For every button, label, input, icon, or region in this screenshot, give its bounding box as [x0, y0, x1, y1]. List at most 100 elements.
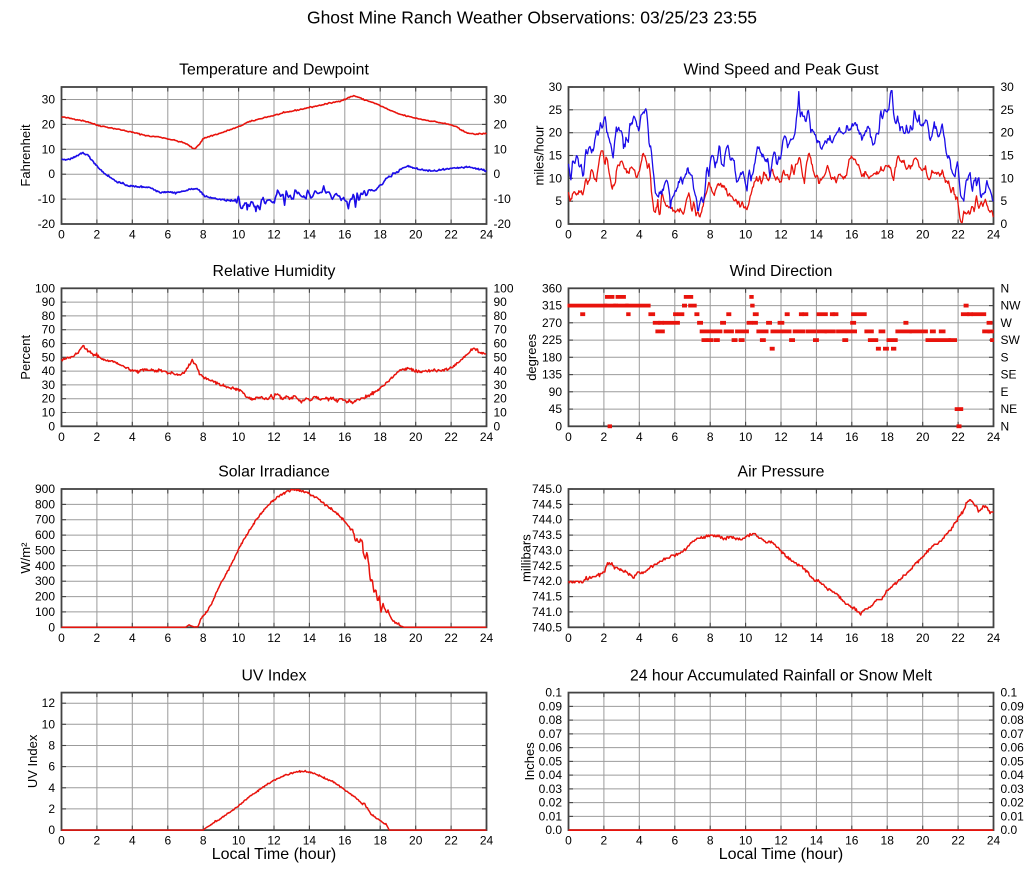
svg-text:135: 135 [542, 368, 562, 382]
svg-text:12: 12 [774, 834, 788, 848]
svg-text:Relative Humidity: Relative Humidity [213, 263, 336, 280]
svg-text:2: 2 [94, 834, 101, 848]
svg-text:16: 16 [338, 834, 352, 848]
svg-text:0.07: 0.07 [1001, 727, 1025, 741]
svg-text:20: 20 [916, 834, 930, 848]
svg-text:60: 60 [494, 337, 508, 351]
svg-text:12: 12 [774, 430, 788, 444]
svg-text:100: 100 [35, 281, 55, 295]
svg-text:22: 22 [444, 430, 458, 444]
svg-text:4: 4 [636, 430, 643, 444]
svg-text:8: 8 [707, 228, 714, 242]
svg-text:270: 270 [542, 316, 562, 330]
svg-text:744.5: 744.5 [532, 497, 562, 511]
svg-text:5: 5 [555, 194, 562, 208]
svg-text:24: 24 [480, 430, 494, 444]
svg-text:12: 12 [774, 228, 788, 242]
svg-text:8: 8 [707, 430, 714, 444]
svg-text:8: 8 [707, 834, 714, 848]
svg-text:0.03: 0.03 [539, 782, 563, 796]
svg-text:18: 18 [374, 228, 388, 242]
svg-text:6: 6 [164, 631, 171, 645]
svg-text:60: 60 [42, 337, 56, 351]
svg-text:25: 25 [549, 103, 563, 117]
svg-text:743.0: 743.0 [532, 544, 562, 558]
svg-text:14: 14 [810, 834, 824, 848]
svg-text:20: 20 [409, 834, 423, 848]
svg-text:4: 4 [129, 430, 136, 444]
svg-text:16: 16 [338, 430, 352, 444]
svg-text:miles/hour: miles/hour [532, 125, 547, 186]
svg-text:Inches: Inches [522, 742, 537, 781]
svg-text:20: 20 [409, 430, 423, 444]
svg-text:10: 10 [42, 406, 56, 420]
svg-text:0: 0 [555, 419, 562, 433]
svg-text:8: 8 [200, 430, 207, 444]
svg-text:0.02: 0.02 [1001, 796, 1025, 810]
svg-text:2: 2 [601, 631, 608, 645]
svg-text:4: 4 [129, 834, 136, 848]
svg-text:24: 24 [987, 834, 1001, 848]
svg-text:0: 0 [58, 228, 65, 242]
svg-text:20: 20 [42, 117, 56, 131]
svg-text:24: 24 [480, 834, 494, 848]
svg-text:NE: NE [1001, 402, 1018, 416]
svg-text:100: 100 [494, 281, 514, 295]
svg-text:W/m²: W/m² [18, 542, 33, 574]
svg-text:8: 8 [48, 739, 55, 753]
svg-text:14: 14 [303, 834, 317, 848]
svg-text:741.0: 741.0 [532, 605, 562, 619]
svg-text:Wind Speed and Peak Gust: Wind Speed and Peak Gust [684, 62, 880, 79]
svg-text:0.01: 0.01 [539, 809, 563, 823]
svg-text:80: 80 [494, 309, 508, 323]
svg-text:18: 18 [881, 228, 895, 242]
svg-text:100: 100 [35, 605, 55, 619]
svg-text:Local Time (hour): Local Time (hour) [212, 846, 337, 863]
svg-text:0.05: 0.05 [1001, 754, 1025, 768]
svg-text:20: 20 [916, 631, 930, 645]
svg-text:22: 22 [951, 228, 965, 242]
svg-text:10: 10 [232, 228, 246, 242]
svg-text:2: 2 [94, 430, 101, 444]
svg-text:0: 0 [555, 217, 562, 231]
svg-text:4: 4 [48, 781, 55, 795]
svg-text:0: 0 [565, 430, 572, 444]
svg-text:14: 14 [303, 228, 317, 242]
svg-text:745.0: 745.0 [532, 482, 562, 496]
svg-text:-20: -20 [494, 217, 512, 231]
svg-text:0.08: 0.08 [1001, 713, 1025, 727]
svg-text:22: 22 [951, 430, 965, 444]
svg-text:20: 20 [494, 117, 508, 131]
svg-text:0: 0 [1001, 217, 1008, 231]
svg-text:10: 10 [739, 834, 753, 848]
svg-text:0: 0 [58, 834, 65, 848]
svg-text:2: 2 [48, 802, 55, 816]
svg-text:-10: -10 [494, 192, 512, 206]
svg-text:N: N [1001, 281, 1010, 295]
svg-text:2: 2 [601, 228, 608, 242]
svg-text:18: 18 [374, 631, 388, 645]
svg-text:30: 30 [42, 93, 56, 107]
svg-text:30: 30 [494, 93, 508, 107]
svg-text:0.1: 0.1 [1001, 686, 1018, 700]
svg-text:14: 14 [810, 631, 824, 645]
svg-text:10: 10 [42, 142, 56, 156]
svg-text:8: 8 [200, 228, 207, 242]
svg-text:8: 8 [707, 631, 714, 645]
svg-text:24: 24 [987, 631, 1001, 645]
svg-text:0: 0 [494, 167, 501, 181]
svg-text:20: 20 [494, 392, 508, 406]
svg-text:16: 16 [845, 430, 859, 444]
svg-text:2: 2 [601, 834, 608, 848]
svg-text:22: 22 [951, 631, 965, 645]
svg-text:24: 24 [987, 228, 1001, 242]
svg-text:20: 20 [409, 228, 423, 242]
svg-text:4: 4 [129, 228, 136, 242]
svg-text:12: 12 [267, 228, 281, 242]
svg-text:10: 10 [739, 631, 753, 645]
svg-text:80: 80 [42, 309, 56, 323]
svg-text:6: 6 [671, 834, 678, 848]
svg-text:0: 0 [494, 419, 501, 433]
svg-text:742.5: 742.5 [532, 559, 562, 573]
svg-text:20: 20 [916, 430, 930, 444]
